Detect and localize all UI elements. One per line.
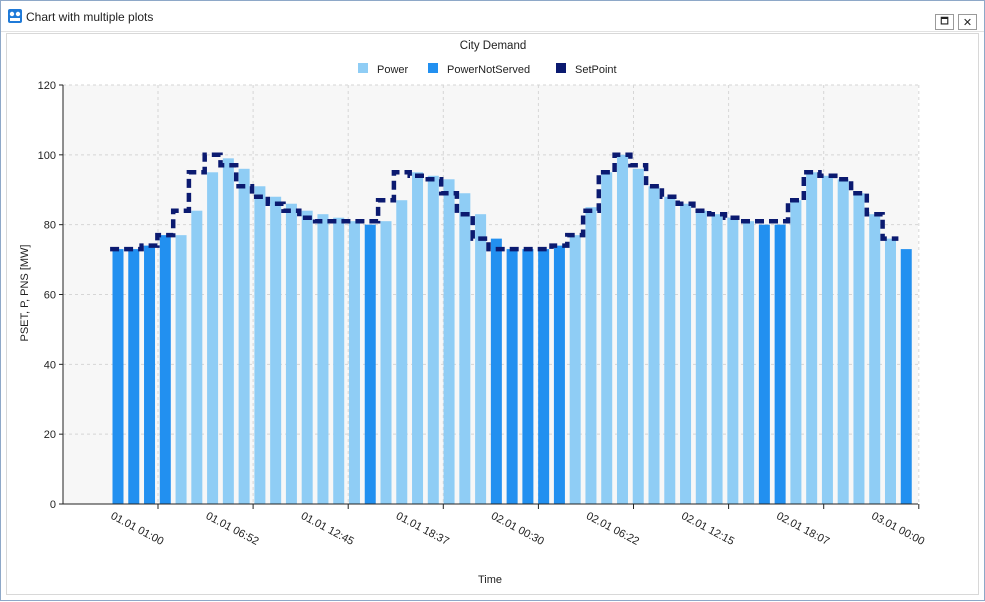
x-tick-label: 01.01 06:52 (204, 510, 261, 548)
y-tick-label: 40 (44, 359, 56, 371)
bar-power (806, 172, 818, 504)
x-tick-label: 02.01 06:22 (584, 510, 641, 548)
bar-power (175, 235, 187, 504)
bar-power (207, 172, 219, 504)
title-bar: Chart with multiple plots 🗖 ✕ (1, 1, 984, 32)
bar-power (270, 196, 282, 504)
bar-powernotserved (553, 245, 565, 504)
bar-power (191, 210, 203, 504)
bar-powernotserved (112, 249, 124, 504)
x-tick-label: 02.01 12:15 (679, 510, 736, 548)
bar-power (869, 214, 881, 505)
bar-powernotserved (538, 249, 550, 504)
x-tick-label: 01.01 18:37 (394, 510, 451, 548)
y-tick-label: 60 (44, 290, 56, 302)
restore-button[interactable]: 🗖 (935, 14, 954, 30)
bar-power (396, 200, 408, 504)
legend-label-setpoint: SetPoint (575, 64, 617, 76)
legend-swatch-power (358, 63, 368, 73)
restore-icon: 🗖 (940, 16, 949, 26)
bar-power (585, 207, 597, 505)
bars (112, 154, 912, 505)
bar-power (680, 203, 692, 504)
bar-power (743, 221, 755, 505)
legend-label-powernotserved: PowerNotServed (447, 64, 530, 76)
legend-swatch-powernotserved (428, 63, 438, 73)
bar-power (695, 210, 707, 504)
x-tick-label: 01.01 01:00 (109, 510, 166, 548)
y-tick-label: 80 (44, 220, 56, 232)
bar-power (333, 217, 345, 504)
bar-power (837, 179, 849, 504)
bar-power (821, 175, 833, 505)
bar-power (285, 203, 297, 504)
chart-app-icon (8, 9, 22, 23)
bar-power (348, 221, 360, 505)
bar-powernotserved (900, 249, 912, 504)
bar-power (632, 168, 644, 505)
bar-power (412, 172, 424, 504)
x-tick-label: 02.01 18:07 (774, 510, 831, 548)
x-tick-label: 02.01 00:30 (489, 510, 546, 548)
bar-powernotserved (522, 249, 534, 504)
bar-power (459, 193, 471, 504)
bar-powernotserved (506, 249, 518, 504)
window-title: Chart with multiple plots (26, 10, 154, 24)
bar-powernotserved (159, 235, 171, 504)
x-tick-label: 03.01 00:00 (869, 510, 926, 548)
x-tick-label: 01.01 12:45 (299, 510, 356, 548)
legend: Power PowerNotServed SetPoint (358, 63, 617, 76)
y-tick-label: 20 (44, 429, 56, 441)
bar-powernotserved (128, 249, 140, 504)
bar-powernotserved (490, 238, 502, 504)
bar-power (443, 179, 455, 504)
bar-power (601, 172, 613, 504)
setpoint-step-line (110, 152, 899, 252)
bar-powernotserved (364, 224, 376, 504)
bar-power (475, 214, 487, 505)
x-axis-label: Time (478, 574, 502, 586)
bar-power (317, 214, 329, 505)
bar-power (664, 196, 676, 504)
bar-power (790, 200, 802, 504)
bar-powernotserved (774, 224, 786, 504)
bar-power (238, 168, 250, 505)
y-axis-label: PSET, P, PNS [MW] (19, 245, 31, 342)
bar-power (427, 175, 439, 505)
bar-powernotserved (758, 224, 770, 504)
legend-swatch-setpoint (556, 63, 566, 73)
y-tick-label: 120 (38, 80, 56, 92)
y-tick-label: 100 (38, 150, 56, 162)
setpoint-line (110, 152, 899, 252)
bar-power (254, 186, 266, 504)
chart-title: City Demand (460, 40, 526, 52)
close-icon: ✕ (962, 16, 973, 29)
y-tick-label: 0 (50, 499, 56, 511)
bar-power (616, 154, 628, 505)
legend-label-power: Power (377, 64, 409, 76)
bar-power (711, 214, 723, 505)
bar-power (884, 238, 896, 504)
close-button[interactable]: ✕ (958, 14, 977, 30)
bar-power (222, 158, 234, 504)
bar-power (301, 210, 313, 504)
bar-powernotserved (144, 245, 156, 504)
bar-power (569, 235, 581, 504)
bar-power (727, 217, 739, 504)
bar-power (380, 221, 392, 505)
bar-power (853, 193, 865, 504)
bar-power (648, 186, 660, 504)
